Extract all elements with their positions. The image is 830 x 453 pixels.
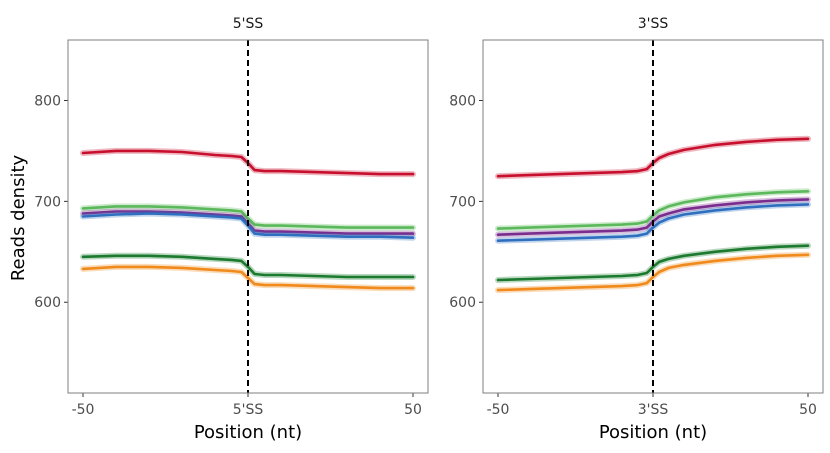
series-line-3: [496, 203, 810, 242]
x-tick-label: -50: [487, 402, 510, 418]
panel-border: [482, 39, 824, 394]
y-tick-label: 800: [34, 94, 61, 110]
panel-border: [67, 39, 429, 394]
y-tick-label: 700: [34, 194, 61, 210]
y-axis-title: Reads density: [8, 154, 29, 281]
facet-title: 3'SS: [638, 16, 669, 32]
x-axis-title: Position (nt): [599, 422, 707, 443]
facet-panel-1: 3'SS 600 700 800 -50 3'SS 50 Position (nt): [449, 16, 824, 443]
facet-panel-0: 5'SS 600 700 800 -50 5'SS 50 Position (nt): [34, 16, 429, 443]
x-tick-label: -50: [72, 402, 95, 418]
series-line-4: [81, 254, 415, 279]
y-tick-label: 700: [449, 194, 476, 210]
x-tick-label: 5'SS: [233, 402, 264, 418]
series-line-5: [496, 253, 810, 292]
y-tick-label: 600: [34, 295, 61, 311]
x-tick-label: 3'SS: [638, 402, 669, 418]
x-axis-title: Position (nt): [194, 422, 302, 443]
facet-title: 5'SS: [233, 16, 264, 32]
series-line-4: [496, 244, 810, 282]
x-tick-label: 50: [799, 402, 817, 418]
series-line-5: [81, 265, 415, 290]
series-line-1: [81, 205, 415, 229]
y-tick-label: 800: [449, 94, 476, 110]
x-tick-label: 50: [404, 402, 422, 418]
y-tick-label: 600: [449, 295, 476, 311]
